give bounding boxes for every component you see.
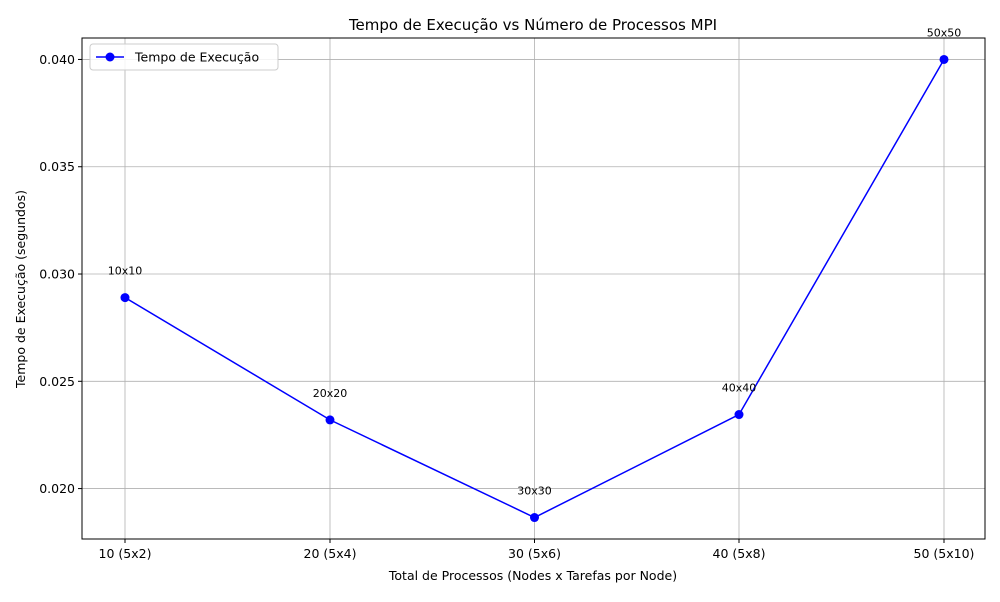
y-axis-label: Tempo de Execução (segundos) <box>13 190 28 389</box>
x-axis-label: Total de Processos (Nodes x Tarefas por … <box>388 568 677 583</box>
y-tick-label: 0.035 <box>39 159 75 174</box>
data-point <box>325 415 335 425</box>
data-point <box>120 293 130 303</box>
data-point <box>939 54 949 64</box>
x-tick-label: 40 (5x8) <box>713 546 766 561</box>
grid <box>82 38 985 539</box>
x-tick-label: 20 (5x4) <box>304 546 357 561</box>
chart-title: Tempo de Execução vs Número de Processos… <box>348 16 717 34</box>
y-tick-label: 0.020 <box>39 481 75 496</box>
annotation-layer: 10x10 20x20 30x30 40x40 50x50 <box>108 26 962 497</box>
data-point <box>734 410 744 420</box>
point-annotation: 10x10 <box>108 265 143 278</box>
legend: Tempo de Execução <box>89 43 279 71</box>
legend-marker <box>105 52 115 62</box>
point-annotation: 20x20 <box>313 387 348 400</box>
y-tick-label: 0.025 <box>39 374 75 389</box>
point-annotation: 40x40 <box>722 382 757 395</box>
data-point <box>530 513 539 523</box>
legend-box <box>89 43 279 71</box>
y-axis: 0.020 0.025 0.030 0.035 0.040 <box>39 52 82 496</box>
series-layer <box>120 54 949 523</box>
y-tick-label: 0.030 <box>39 267 75 282</box>
point-annotation: 50x50 <box>927 26 962 39</box>
x-axis: 10 (5x2) 20 (5x4) 30 (5x6) 40 (5x8) 50 (5x10… <box>99 539 975 561</box>
y-tick-label: 0.040 <box>39 52 75 67</box>
legend-label: Tempo de Execução <box>134 50 259 65</box>
x-tick-label: 50 (5x10) <box>914 546 975 561</box>
plot-frame <box>81 37 986 540</box>
x-tick-label: 30 (5x6) <box>508 546 561 561</box>
point-annotation: 30x30 <box>517 485 552 498</box>
x-tick-label: 10 (5x2) <box>99 546 152 561</box>
